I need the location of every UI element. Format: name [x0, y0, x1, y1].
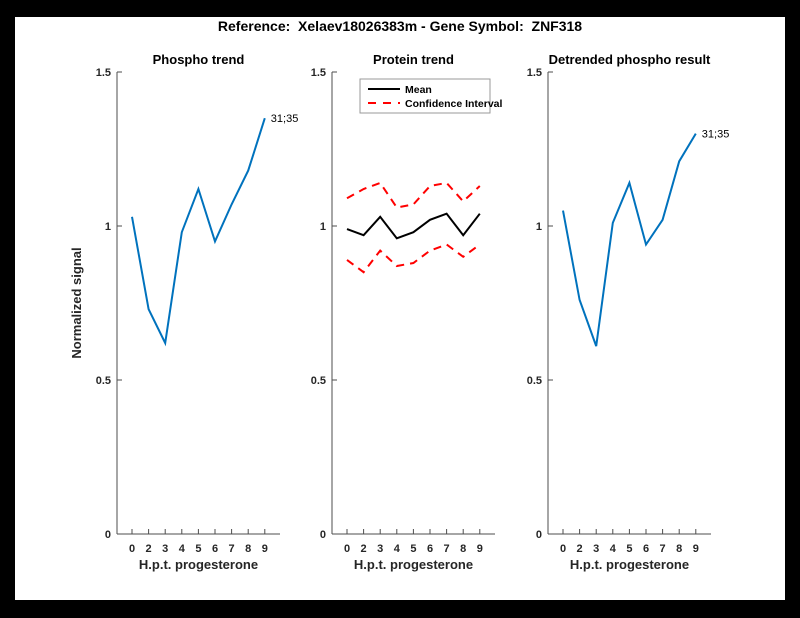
x-tick-label: 6: [427, 543, 433, 555]
y-tick-label: 0.5: [527, 375, 542, 387]
matlab-figure: Reference: Xelaev18026383m - Gene Symbol…: [15, 17, 785, 600]
x-tick-label: 9: [693, 543, 699, 555]
x-tick-label: 8: [460, 543, 466, 555]
series-line-dashed: [346, 181, 481, 209]
x-tick-label: 5: [410, 543, 416, 555]
series-line-solid: [131, 117, 266, 347]
x-tick-label: 3: [593, 543, 599, 555]
subplot-title: Detrended phospho result: [549, 52, 711, 67]
legend-label: Confidence Interval: [405, 98, 503, 110]
x-tick-label: 7: [444, 543, 450, 555]
x-tick-label: 4: [394, 543, 401, 555]
y-tick-label: 1: [105, 221, 111, 233]
x-tick-label: 7: [229, 543, 235, 555]
y-axis-label: Normalized signal: [69, 247, 84, 358]
x-tick-label: 6: [212, 543, 218, 555]
x-axis-label: H.p.t. progesterone: [570, 557, 689, 572]
x-tick-label: 9: [262, 543, 268, 555]
x-tick-label: 3: [377, 543, 383, 555]
series-line-dashed: [346, 243, 481, 274]
subplot-title: Phospho trend: [153, 52, 245, 67]
x-tick-label: 4: [610, 543, 617, 555]
x-tick-label: 8: [676, 543, 682, 555]
series-line-solid: [346, 212, 481, 240]
subplot-title: Protein trend: [373, 52, 454, 67]
series-line-solid: [562, 133, 697, 347]
y-tick-label: 1.5: [96, 67, 111, 79]
y-tick-label: 1: [536, 221, 542, 233]
x-tick-label: 0: [344, 543, 350, 555]
x-tick-label: 5: [195, 543, 201, 555]
y-tick-label: 0: [320, 529, 326, 541]
x-tick-label: 3: [162, 543, 168, 555]
x-axis-label: H.p.t. progesterone: [354, 557, 473, 572]
x-tick-label: 0: [560, 543, 566, 555]
y-tick-label: 0: [536, 529, 542, 541]
x-tick-label: 9: [477, 543, 483, 555]
legend-label: Mean: [405, 84, 432, 96]
figure-title: Reference: Xelaev18026383m - Gene Symbol…: [217, 18, 583, 34]
x-tick-label: 7: [660, 543, 666, 555]
x-axis-label: H.p.t. progesterone: [139, 557, 258, 572]
x-tick-label: 4: [179, 543, 186, 555]
y-tick-label: 0.5: [311, 375, 326, 387]
x-tick-label: 8: [245, 543, 251, 555]
y-tick-label: 0.5: [96, 375, 111, 387]
y-tick-label: 0: [105, 529, 111, 541]
y-tick-label: 1: [320, 221, 326, 233]
x-tick-label: 6: [643, 543, 649, 555]
x-tick-label: 2: [577, 543, 583, 555]
x-tick-label: 2: [361, 543, 367, 555]
legend-box: [359, 78, 491, 114]
y-tick-label: 1.5: [527, 67, 542, 79]
x-tick-label: 5: [626, 543, 632, 555]
y-tick-label: 1.5: [311, 67, 326, 79]
data-point-annotation: 31;35: [271, 113, 299, 125]
data-point-annotation: 31;35: [702, 129, 730, 141]
x-tick-label: 2: [146, 543, 152, 555]
x-tick-label: 0: [129, 543, 135, 555]
